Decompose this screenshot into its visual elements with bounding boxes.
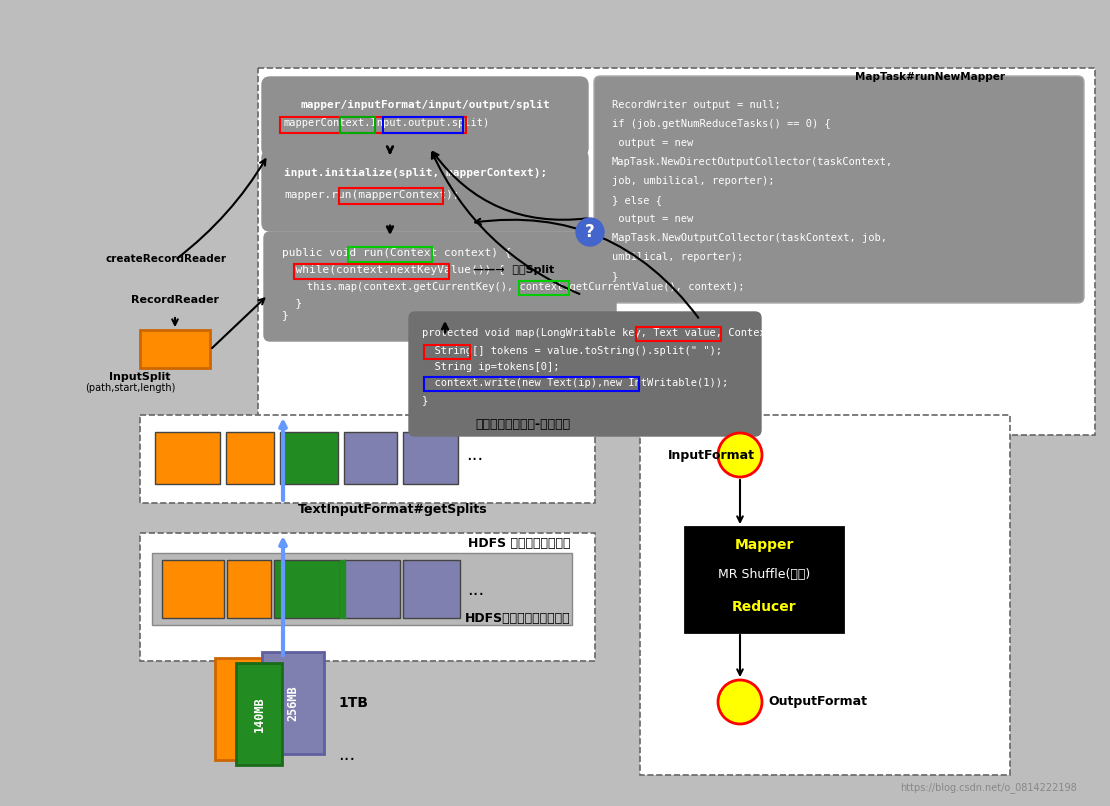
Bar xyxy=(403,432,458,484)
Bar xyxy=(280,432,339,484)
Bar xyxy=(140,330,210,368)
Text: RecordReader: RecordReader xyxy=(131,295,219,305)
Bar xyxy=(162,560,224,618)
Bar xyxy=(140,533,595,661)
Bar xyxy=(236,663,282,765)
Circle shape xyxy=(718,433,761,477)
Text: ...: ... xyxy=(467,581,484,599)
Bar xyxy=(349,247,432,262)
Bar xyxy=(140,415,595,503)
Text: } else {: } else { xyxy=(612,195,662,205)
Bar xyxy=(340,560,345,618)
Text: mapperContext.Input.output.split): mapperContext.Input.output.split) xyxy=(284,118,491,128)
Bar xyxy=(403,560,460,618)
Text: MapTask.NewDirectOutputCollector(taskContext,: MapTask.NewDirectOutputCollector(taskCon… xyxy=(612,157,894,167)
Text: InputFormat: InputFormat xyxy=(668,448,755,462)
Text: }: } xyxy=(282,298,302,308)
FancyBboxPatch shape xyxy=(262,150,588,231)
Text: (path,start,length): (path,start,length) xyxy=(84,383,175,393)
Text: input.initialize(split, mapperContext);: input.initialize(split, mapperContext); xyxy=(284,168,547,178)
Bar xyxy=(519,281,569,295)
Bar xyxy=(640,415,1010,775)
Text: }: } xyxy=(422,395,428,405)
Text: Reducer: Reducer xyxy=(731,600,796,614)
Bar xyxy=(294,264,450,279)
Text: protected void map(LongWritable key, Text value, Context context) {: protected void map(LongWritable key, Tex… xyxy=(422,328,840,338)
Text: String ip=tokens[0];: String ip=tokens[0]; xyxy=(422,362,559,372)
Text: this.map(context.getCurrentKey(), context.getCurrentValue(), context);: this.map(context.getCurrentKey(), contex… xyxy=(282,282,745,292)
Text: String[] tokens = value.toString().split(" ");: String[] tokens = value.toString().split… xyxy=(422,346,722,356)
Bar xyxy=(280,117,466,133)
Text: ?: ? xyxy=(585,223,595,241)
Text: umbilical, reporter);: umbilical, reporter); xyxy=(612,252,744,262)
Text: context.write(new Text(ip),new IntWritable(1));: context.write(new Text(ip),new IntWritab… xyxy=(422,378,735,388)
Text: MapTask#runNewMapper: MapTask#runNewMapper xyxy=(855,72,1005,82)
Text: 200MB: 200MB xyxy=(238,692,251,727)
Text: 逻辑形式切割文件-任务切片: 逻辑形式切割文件-任务切片 xyxy=(475,418,571,431)
Text: MapTask.NewOutputCollector(taskContext, job,: MapTask.NewOutputCollector(taskContext, … xyxy=(612,233,887,243)
Text: public void run(Context context) {: public void run(Context context) { xyxy=(282,248,512,258)
FancyBboxPatch shape xyxy=(594,76,1084,303)
FancyBboxPatch shape xyxy=(262,77,588,156)
Bar xyxy=(424,377,639,391)
Text: 140MB: 140MB xyxy=(252,696,265,732)
Text: ...: ... xyxy=(339,746,355,764)
Text: 256MB: 256MB xyxy=(286,685,300,721)
Circle shape xyxy=(576,218,604,246)
Text: job, umbilical, reporter);: job, umbilical, reporter); xyxy=(612,176,775,186)
Text: output = new: output = new xyxy=(612,214,694,224)
Text: RecordWriter output = null;: RecordWriter output = null; xyxy=(612,100,780,110)
Text: mapper/inputFormat/input/output/split: mapper/inputFormat/input/output/split xyxy=(300,100,549,110)
Text: 1TB: 1TB xyxy=(339,696,369,710)
Text: output = new: output = new xyxy=(612,138,694,148)
Text: while(context.nextKeyValue()) {: while(context.nextKeyValue()) { xyxy=(282,265,505,275)
Text: ——→  迭代Split: ——→ 迭代Split xyxy=(473,265,554,275)
Bar xyxy=(340,117,375,133)
Bar xyxy=(343,560,400,618)
Bar xyxy=(228,560,271,618)
Bar xyxy=(215,658,273,760)
Text: HDFS底层存储对上层透明: HDFS底层存储对上层透明 xyxy=(464,612,571,625)
Bar xyxy=(344,432,397,484)
Bar xyxy=(383,117,463,133)
Circle shape xyxy=(718,680,761,724)
Text: ...: ... xyxy=(466,446,483,464)
Bar xyxy=(152,553,572,625)
Bar xyxy=(424,345,470,359)
FancyBboxPatch shape xyxy=(264,232,616,341)
Bar xyxy=(262,652,324,754)
Bar xyxy=(226,432,274,484)
Bar xyxy=(258,68,1094,435)
Text: if (job.getNumReduceTasks() == 0) {: if (job.getNumReduceTasks() == 0) { xyxy=(612,119,830,129)
Text: OutputFormat: OutputFormat xyxy=(768,696,867,708)
Bar xyxy=(155,432,220,484)
Bar xyxy=(339,188,443,204)
Bar xyxy=(636,327,722,341)
Bar xyxy=(685,527,842,632)
Text: HDFS 物理形式切割文件: HDFS 物理形式切割文件 xyxy=(467,537,571,550)
Bar xyxy=(274,560,340,618)
Text: createRecordReader: createRecordReader xyxy=(105,254,226,264)
Text: MR Shuffle(洗牌): MR Shuffle(洗牌) xyxy=(718,568,810,581)
Text: https://blog.csdn.net/o_0814222198: https://blog.csdn.net/o_0814222198 xyxy=(900,782,1077,793)
Text: TextInputFormat#getSplits: TextInputFormat#getSplits xyxy=(297,504,487,517)
FancyBboxPatch shape xyxy=(408,312,761,436)
Text: mapper.run(mapperContext);: mapper.run(mapperContext); xyxy=(284,190,460,200)
Text: }: } xyxy=(282,310,289,320)
Text: }: } xyxy=(612,271,618,281)
Text: InputSplit: InputSplit xyxy=(109,372,171,382)
Text: Mapper: Mapper xyxy=(735,538,794,552)
